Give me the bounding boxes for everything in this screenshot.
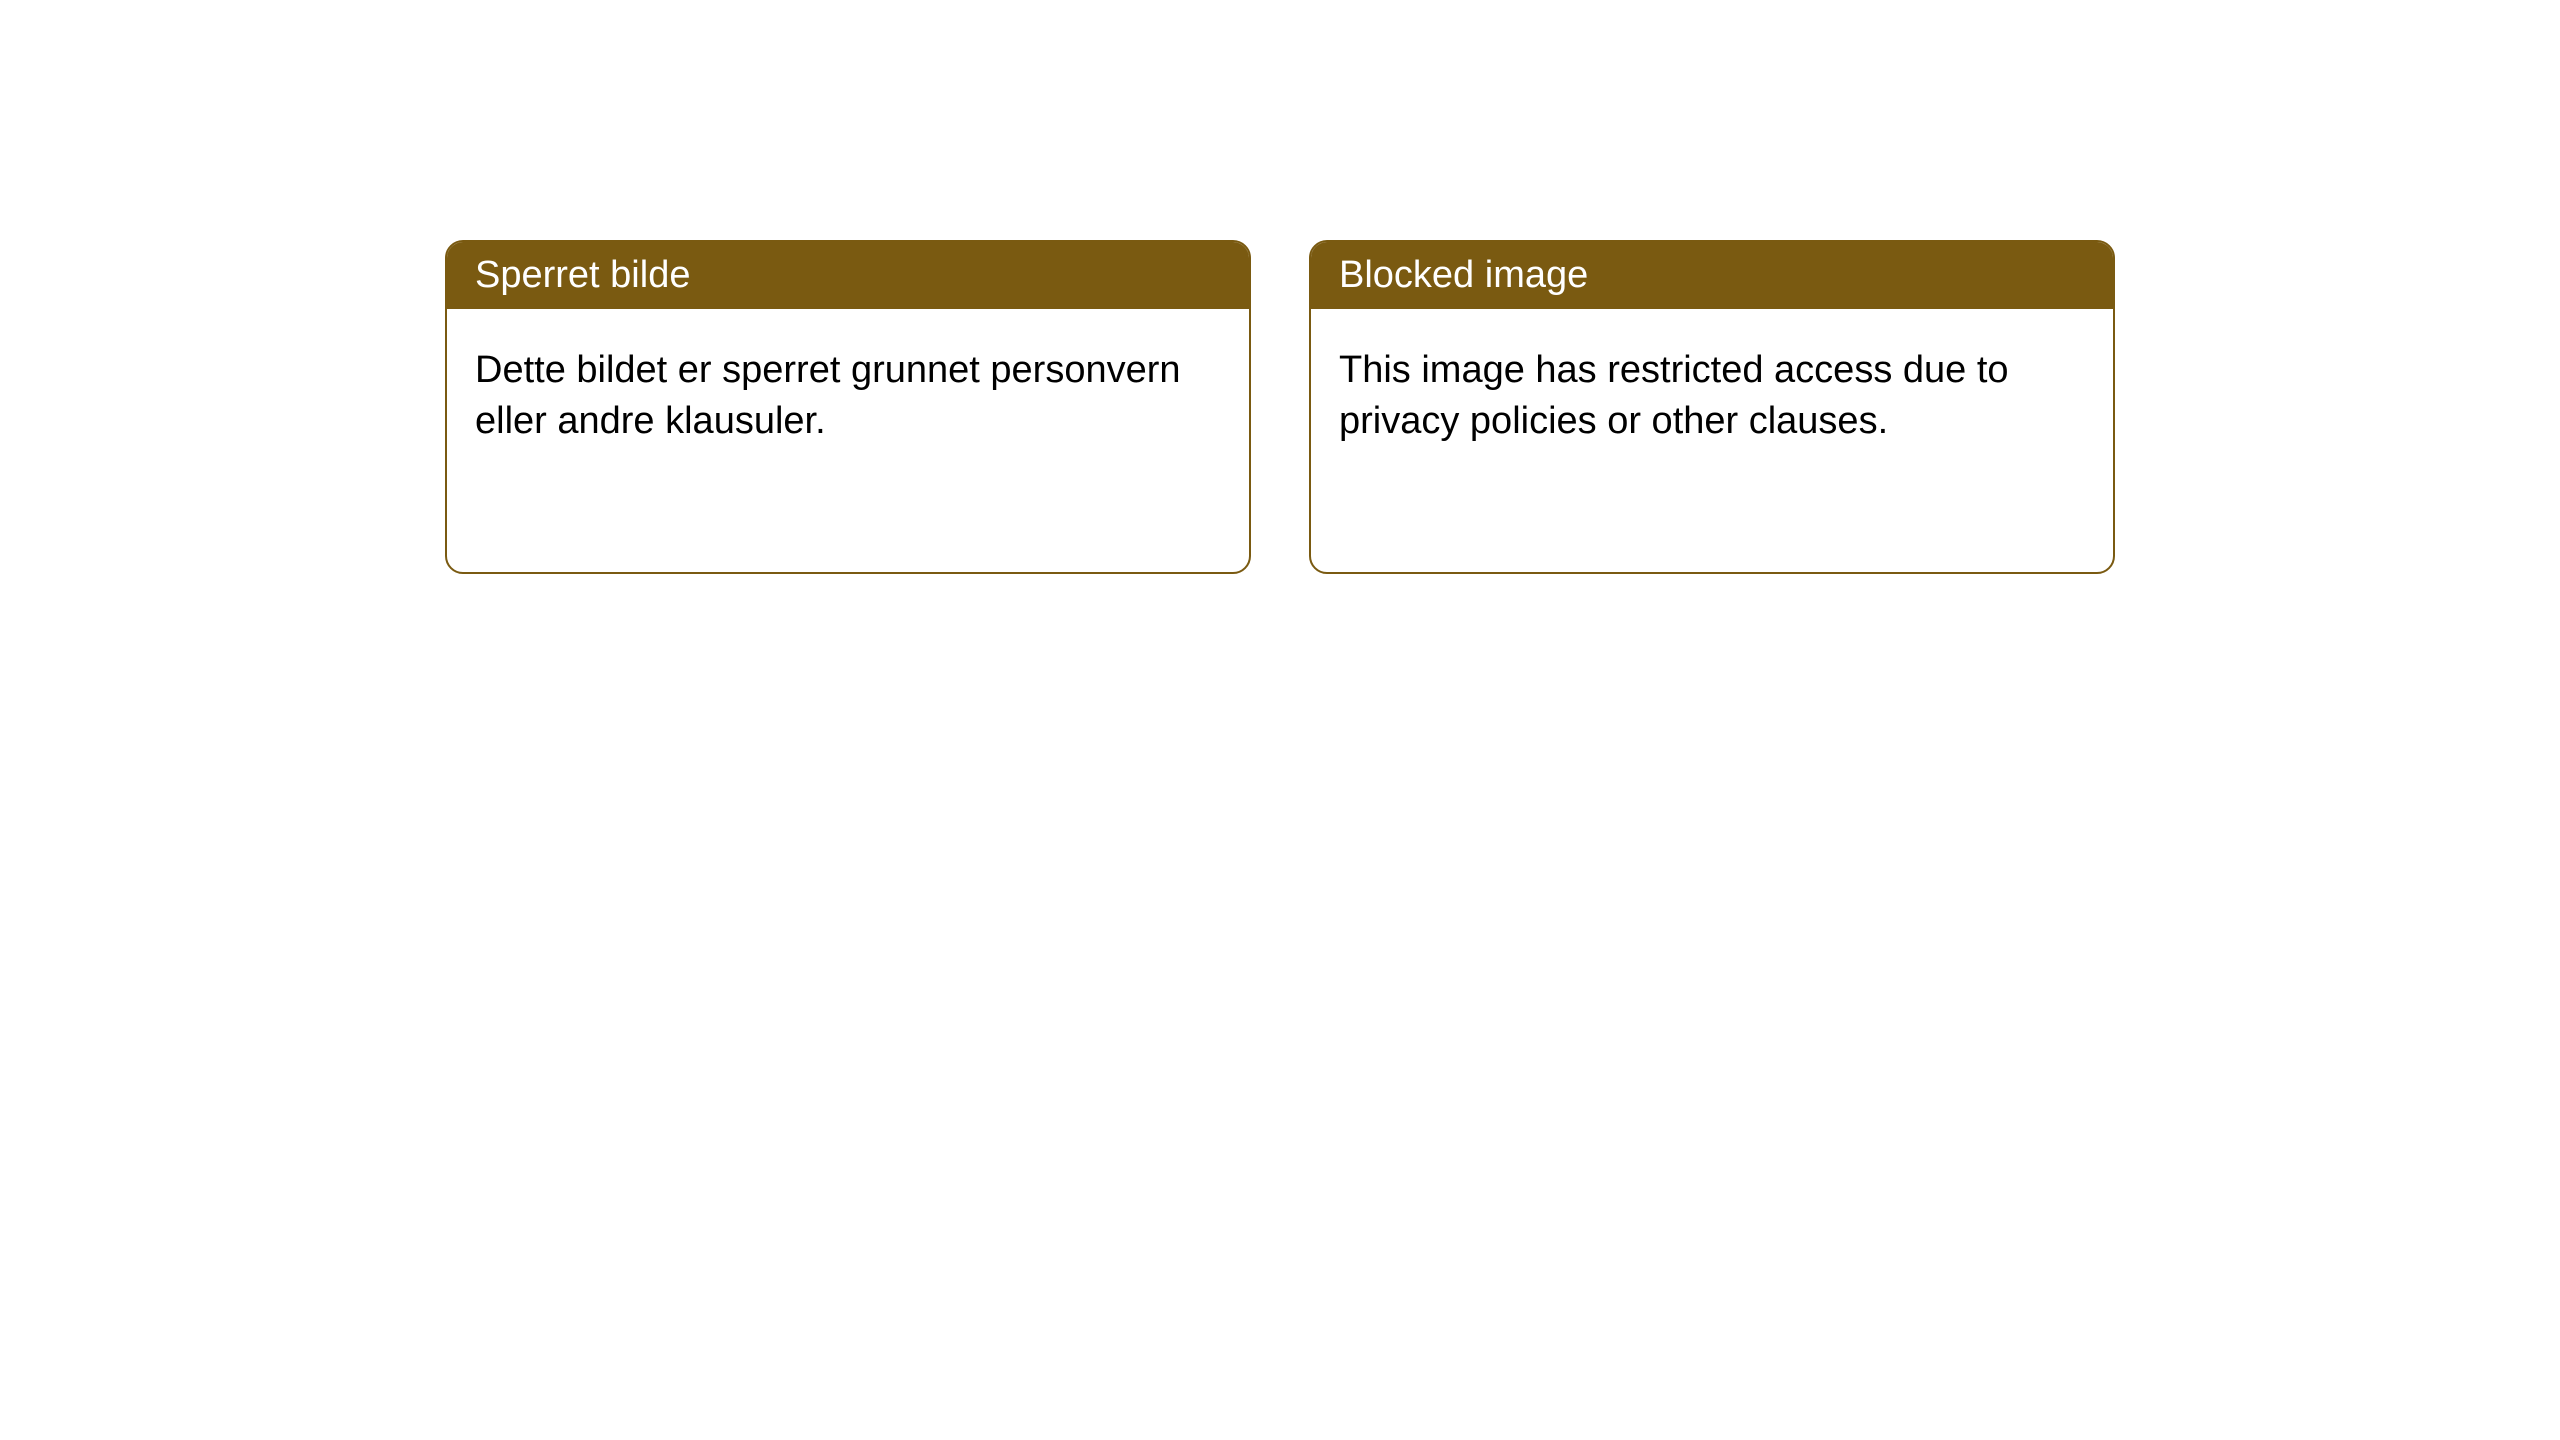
- card-header: Blocked image: [1311, 242, 2113, 309]
- blocked-image-card-en: Blocked image This image has restricted …: [1309, 240, 2115, 574]
- card-title: Sperret bilde: [475, 254, 690, 296]
- card-body-text: Dette bildet er sperret grunnet personve…: [475, 349, 1181, 442]
- card-body-text: This image has restricted access due to …: [1339, 349, 2009, 442]
- blocked-image-card-no: Sperret bilde Dette bildet er sperret gr…: [445, 240, 1251, 574]
- card-header: Sperret bilde: [447, 242, 1249, 309]
- card-body: This image has restricted access due to …: [1311, 309, 2113, 484]
- card-body: Dette bildet er sperret grunnet personve…: [447, 309, 1249, 484]
- cards-container: Sperret bilde Dette bildet er sperret gr…: [0, 0, 2560, 574]
- card-title: Blocked image: [1339, 254, 1588, 296]
